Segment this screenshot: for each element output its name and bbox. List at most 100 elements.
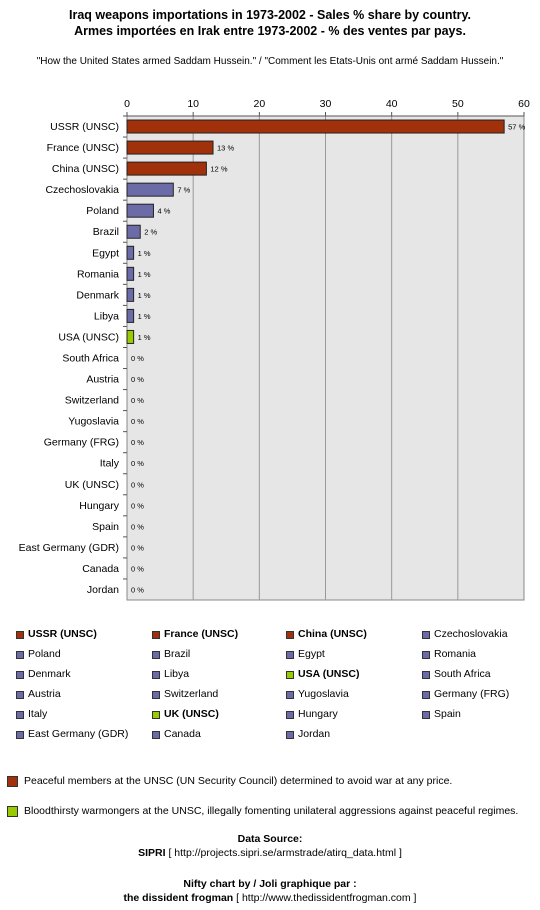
bar bbox=[126, 287, 135, 302]
legend-label: Canada bbox=[164, 728, 201, 740]
legend-swatch bbox=[16, 711, 24, 719]
data-label: 1 % bbox=[138, 249, 151, 258]
legend-swatch bbox=[422, 671, 430, 679]
data-label: 0 % bbox=[131, 396, 144, 405]
x-tick-label: 60 bbox=[518, 98, 530, 110]
data-label: 12 % bbox=[210, 165, 227, 174]
category-label: East Germany (GDR) bbox=[19, 542, 119, 554]
category-label: Germany (FRG) bbox=[44, 437, 119, 449]
data-label: 0 % bbox=[131, 438, 144, 447]
x-tick-label: 50 bbox=[452, 98, 464, 110]
data-label: 13 % bbox=[217, 144, 234, 153]
bar bbox=[126, 140, 214, 155]
legend-swatch bbox=[422, 711, 430, 719]
data-label: 1 % bbox=[138, 312, 151, 321]
category-label: UK (UNSC) bbox=[65, 479, 119, 491]
legend-label: USSR (UNSC) bbox=[28, 628, 97, 640]
legend-label: China (UNSC) bbox=[298, 628, 367, 640]
legend-swatch bbox=[152, 691, 160, 699]
chart-title-en: Iraq weapons importations in 1973-2002 -… bbox=[69, 8, 471, 22]
category-label: Brazil bbox=[93, 226, 119, 238]
x-tick-label: 20 bbox=[253, 98, 265, 110]
legend-swatch bbox=[152, 631, 160, 639]
bar bbox=[126, 119, 505, 134]
category-label: Yugoslavia bbox=[68, 416, 119, 428]
data-label: 0 % bbox=[131, 459, 144, 468]
legend-swatch bbox=[286, 711, 294, 719]
legend-label: Poland bbox=[28, 648, 61, 660]
category-label: China (UNSC) bbox=[52, 163, 119, 175]
legend-swatch bbox=[152, 731, 160, 739]
bar bbox=[126, 308, 135, 323]
legend-swatch bbox=[152, 651, 160, 659]
legend-swatch bbox=[422, 651, 430, 659]
legend-label: UK (UNSC) bbox=[164, 708, 219, 720]
legend-swatch bbox=[152, 711, 160, 719]
category-label: Hungary bbox=[79, 500, 119, 512]
legend-label: Brazil bbox=[164, 648, 191, 660]
category-label: Romania bbox=[77, 268, 119, 280]
data-label: 1 % bbox=[138, 333, 151, 342]
category-label: Czechoslovakia bbox=[45, 184, 119, 196]
legend-swatch bbox=[16, 731, 24, 739]
data-label: 0 % bbox=[131, 564, 144, 573]
category-label: USA (UNSC) bbox=[58, 331, 119, 343]
category-label: Libya bbox=[94, 310, 119, 322]
legend-label: USA (UNSC) bbox=[298, 668, 360, 680]
data-source-name: SIPRI bbox=[138, 847, 166, 859]
x-tick-label: 10 bbox=[187, 98, 199, 110]
category-label: Italy bbox=[100, 458, 120, 470]
data-label: 1 % bbox=[138, 270, 151, 279]
data-label: 0 % bbox=[131, 522, 144, 531]
category-label: Jordan bbox=[87, 584, 119, 596]
bar-chart: 0 10 20 30 40 50 60 USSR (UNSC) 57 % France (UNSC… bbox=[19, 98, 530, 601]
chart-subtitle: "How the United States armed Saddam Huss… bbox=[36, 56, 504, 67]
category-label: Switzerland bbox=[65, 395, 119, 407]
legend-label: Yugoslavia bbox=[298, 688, 349, 700]
legend-label: Libya bbox=[164, 668, 190, 680]
legend-swatch bbox=[286, 651, 294, 659]
category-label: Poland bbox=[86, 205, 119, 217]
data-source-label: Data Source: bbox=[237, 833, 303, 845]
legend-label: Germany (FRG) bbox=[434, 688, 510, 700]
legend-label: East Germany (GDR) bbox=[28, 728, 129, 740]
legend-label: Denmark bbox=[28, 668, 71, 680]
bar bbox=[126, 161, 207, 176]
legend-swatch bbox=[16, 651, 24, 659]
data-label: 0 % bbox=[131, 375, 144, 384]
credit-url[interactable]: [ http://www.thedissidentfrogman.com ] bbox=[236, 892, 417, 904]
legend-label: South Africa bbox=[434, 668, 491, 680]
legend-label: Italy bbox=[28, 708, 48, 720]
legend-label: Spain bbox=[434, 708, 461, 720]
legend-label: Austria bbox=[28, 688, 61, 700]
legend-swatch bbox=[286, 631, 294, 639]
data-label: 57 % bbox=[508, 123, 525, 132]
legend-label: France (UNSC) bbox=[164, 628, 239, 640]
bar bbox=[126, 266, 135, 281]
category-label: South Africa bbox=[62, 353, 119, 365]
note-peaceful-text: Peaceful members at the UNSC (UN Securit… bbox=[24, 775, 453, 787]
category-label: Austria bbox=[86, 374, 119, 386]
legend-swatch bbox=[16, 691, 24, 699]
x-tick-label: 30 bbox=[320, 98, 332, 110]
data-label: 0 % bbox=[131, 417, 144, 426]
x-tick-label: 0 bbox=[124, 98, 130, 110]
data-label: 4 % bbox=[157, 207, 170, 216]
chart-title-fr: Armes importées en Irak entre 1973-2002 … bbox=[74, 24, 466, 38]
legend-label: Romania bbox=[434, 648, 477, 660]
bar bbox=[126, 182, 174, 197]
data-label: 1 % bbox=[138, 291, 151, 300]
credit-name: the dissident frogman bbox=[123, 892, 234, 904]
bar bbox=[126, 203, 154, 218]
credit-label: Nifty chart by / Joli graphique par : bbox=[183, 878, 357, 890]
data-label: 2 % bbox=[144, 228, 157, 237]
data-source-url[interactable]: [ http://projects.sipri.se/armstrade/ati… bbox=[168, 847, 402, 859]
legend-label: Jordan bbox=[298, 728, 331, 740]
category-label: Spain bbox=[92, 521, 119, 533]
legend-label: Hungary bbox=[298, 708, 338, 720]
bar bbox=[126, 224, 141, 239]
data-label: 0 % bbox=[131, 354, 144, 363]
legend-swatch bbox=[152, 671, 160, 679]
data-label: 0 % bbox=[131, 501, 144, 510]
legend-swatch bbox=[286, 731, 294, 739]
